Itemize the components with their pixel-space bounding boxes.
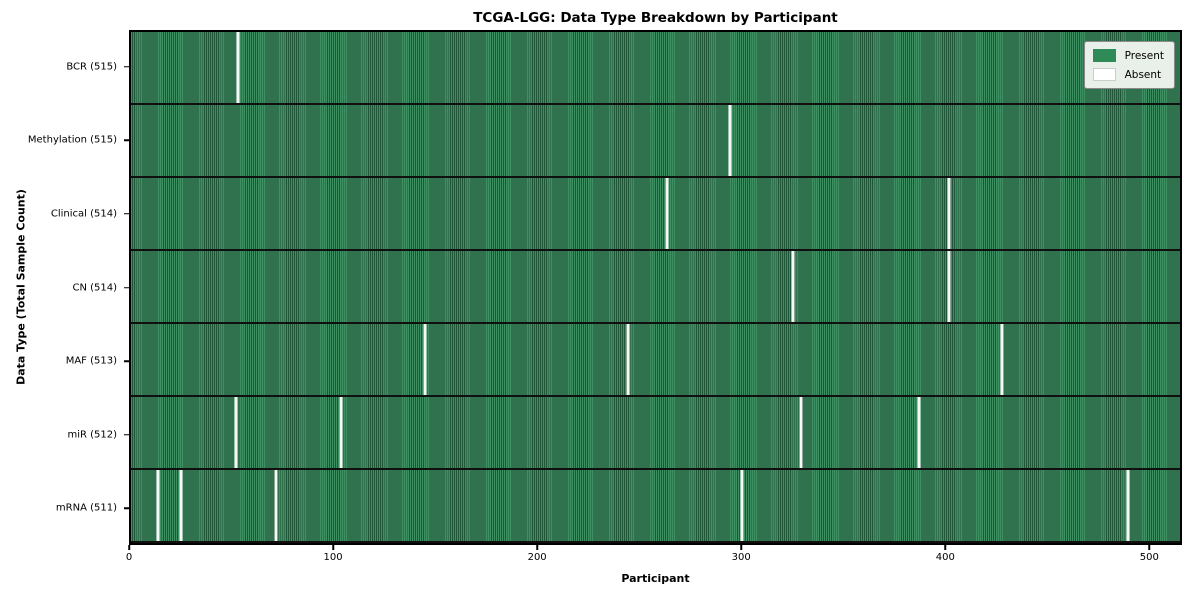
heatmap-row-methylation	[131, 105, 1180, 178]
heatmap-row-cn	[131, 251, 1180, 324]
absent-marker	[423, 324, 427, 395]
absent-marker	[274, 470, 278, 541]
y-tick-label: CN (514)	[72, 282, 117, 293]
x-axis-ticks: 0 100 200 300 400 500	[125, 545, 1182, 577]
absent-marker	[1000, 324, 1004, 395]
absent-marker	[1126, 470, 1130, 541]
x-tick-label: 400	[935, 552, 955, 563]
y-tick-label: BCR (515)	[66, 61, 117, 73]
x-tick-label: 300	[731, 552, 751, 563]
heatmap-row-mrna	[131, 470, 1180, 543]
x-tick-mark	[944, 545, 947, 550]
y-tick-mark	[124, 213, 129, 215]
legend-entry-present: Present	[1092, 49, 1164, 62]
heatmap-row-clinical	[131, 178, 1180, 251]
y-tick-label: Clinical (514)	[50, 208, 117, 220]
x-tick-mark	[332, 545, 334, 550]
absent-marker	[156, 470, 160, 541]
x-tick-label: 200	[527, 552, 547, 563]
absent-marker	[234, 397, 238, 468]
legend-label: Absent	[1124, 68, 1162, 81]
y-tick-mark	[124, 507, 129, 509]
absent-marker	[799, 397, 803, 468]
plot-area: Present Absent	[129, 30, 1182, 545]
legend-swatch-present	[1092, 49, 1116, 62]
absent-marker	[665, 178, 669, 249]
y-tick-mark	[124, 139, 129, 142]
x-tick-mark	[536, 545, 538, 550]
legend-label: Present	[1124, 49, 1164, 62]
heatmap-row-mir	[131, 397, 1180, 470]
y-tick-label: MAF (513)	[65, 355, 117, 367]
y-tick-mark	[124, 433, 129, 436]
absent-marker	[728, 105, 732, 176]
y-axis-ticks: BCR (515) Methylation (515) Clinical (514)…	[0, 30, 129, 545]
absent-marker	[626, 324, 630, 395]
absent-marker	[236, 32, 240, 103]
absent-marker	[179, 470, 183, 541]
absent-marker	[917, 397, 921, 468]
x-axis-label: Participant	[621, 572, 690, 585]
y-tick-mark	[124, 286, 129, 289]
x-tick-mark	[1148, 545, 1151, 550]
legend-entry-absent: Absent	[1092, 68, 1164, 81]
y-tick-label: Methylation (515)	[27, 134, 117, 146]
absent-marker	[740, 470, 744, 541]
x-tick-label: 100	[323, 552, 343, 563]
absent-marker	[339, 397, 343, 468]
absent-marker	[791, 251, 795, 322]
absent-marker	[947, 251, 951, 322]
chart-title: TCGA-LGG: Data Type Breakdown by Partici…	[473, 10, 838, 26]
x-tick-mark	[128, 545, 130, 550]
legend-swatch-absent	[1092, 68, 1116, 81]
heatmap-row-bcr	[131, 32, 1180, 105]
y-tick-mark	[124, 360, 129, 362]
y-tick-mark	[124, 66, 129, 68]
x-tick-mark	[740, 545, 742, 550]
heatmap-row-maf	[131, 324, 1180, 397]
absent-marker	[947, 178, 951, 249]
x-tick-label: 0	[125, 552, 133, 563]
y-tick-label: miR (512)	[67, 429, 117, 441]
x-tick-label: 500	[1139, 552, 1159, 563]
legend: Present Absent	[1083, 41, 1175, 89]
y-tick-label: mRNA (511)	[55, 502, 117, 514]
